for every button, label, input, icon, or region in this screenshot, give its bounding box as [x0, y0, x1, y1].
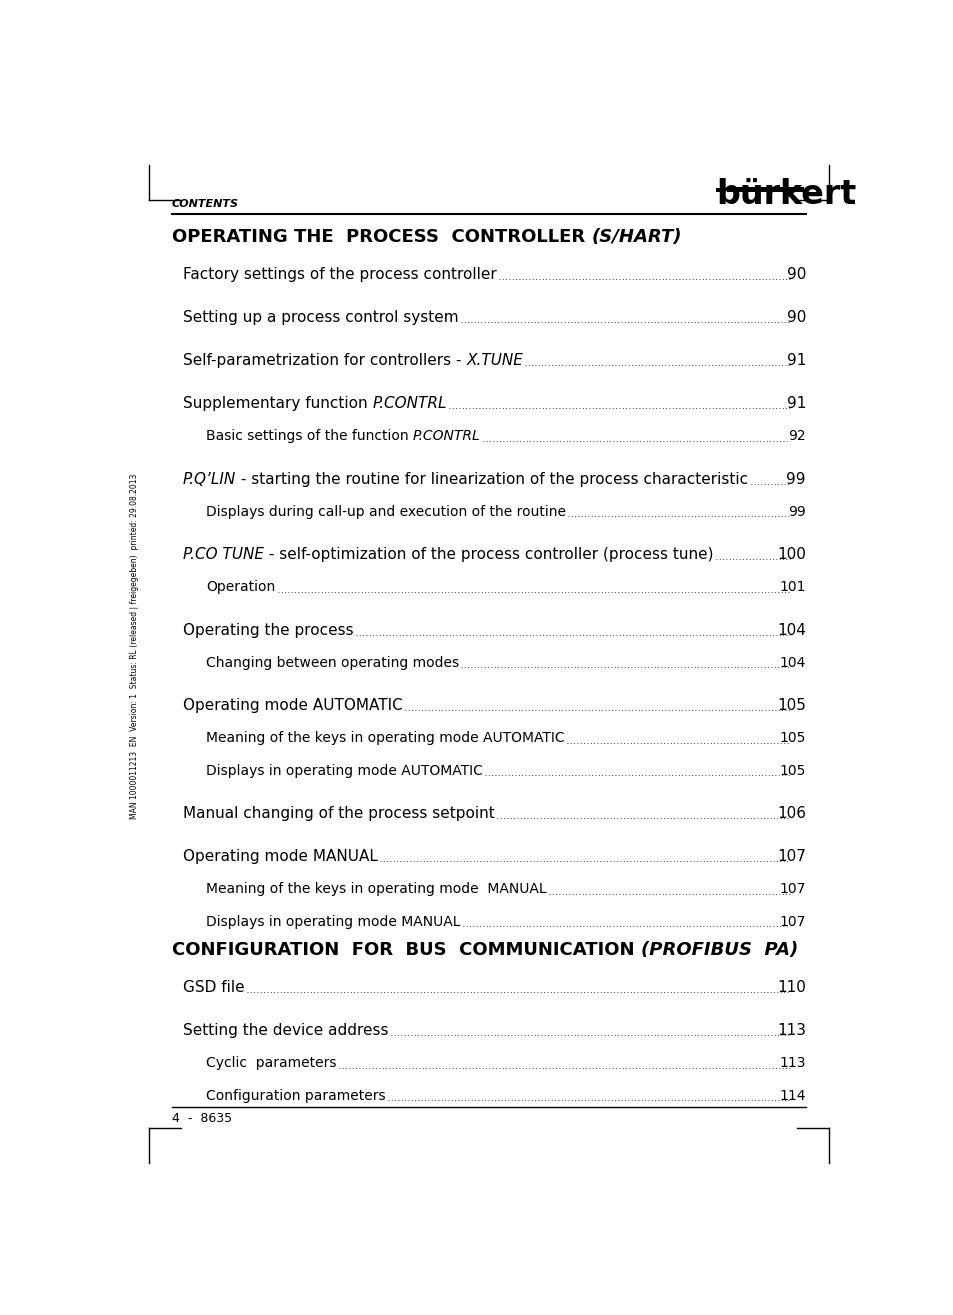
Text: Manual changing of the process setpoint: Manual changing of the process setpoint [183, 806, 494, 821]
Text: 113: 113 [779, 1056, 805, 1070]
Text: Changing between operating modes: Changing between operating modes [206, 656, 458, 669]
Text: X.TUNE: X.TUNE [466, 352, 522, 368]
Text: 91: 91 [785, 396, 805, 412]
Text: Operation: Operation [206, 580, 275, 594]
Text: Supplementary function: Supplementary function [183, 396, 372, 412]
Text: P.Q’LIN: P.Q’LIN [183, 472, 235, 487]
Text: 99: 99 [785, 472, 805, 487]
Text: 114: 114 [779, 1089, 805, 1102]
Text: Operating mode AUTOMATIC: Operating mode AUTOMATIC [183, 698, 402, 713]
Text: CONFIGURATION  FOR  BUS  COMMUNICATION: CONFIGURATION FOR BUS COMMUNICATION [172, 942, 640, 960]
Text: GSD file: GSD file [183, 980, 244, 994]
Text: - starting the routine for linearization of the process characteristic: - starting the routine for linearization… [235, 472, 747, 487]
Text: Operating the process: Operating the process [183, 622, 353, 638]
Text: 104: 104 [776, 622, 805, 638]
Text: (PROFIBUS  PA): (PROFIBUS PA) [640, 942, 797, 960]
Text: 110: 110 [776, 980, 805, 994]
Text: - self-optimization of the process controller (process tune): - self-optimization of the process contr… [264, 547, 713, 562]
Text: 99: 99 [787, 505, 805, 519]
Text: 113: 113 [776, 1023, 805, 1038]
Text: 90: 90 [785, 267, 805, 281]
Text: 92: 92 [787, 430, 805, 443]
Text: 107: 107 [779, 914, 805, 928]
Text: Setting up a process control system: Setting up a process control system [183, 310, 458, 325]
Bar [726, 187, 803, 192]
Bar [723, 188, 725, 192]
Text: 90: 90 [785, 310, 805, 325]
Text: Displays in operating mode MANUAL: Displays in operating mode MANUAL [206, 914, 460, 928]
Text: Setting the device address: Setting the device address [183, 1023, 388, 1038]
Text: 101: 101 [779, 580, 805, 594]
Text: 105: 105 [776, 698, 805, 713]
Text: P.CO TUNE: P.CO TUNE [183, 547, 264, 562]
Bar [716, 188, 721, 192]
Text: P.CONTRL: P.CONTRL [372, 396, 446, 412]
Text: P.CONTRL: P.CONTRL [413, 430, 480, 443]
Text: 105: 105 [779, 764, 805, 777]
Text: OPERATING THE  PROCESS  CONTROLLER: OPERATING THE PROCESS CONTROLLER [172, 229, 591, 246]
Text: MAN 1000011213  EN  Version: 1  Status: RL (released | freigegeben)  printed: 29: MAN 1000011213 EN Version: 1 Status: RL … [131, 475, 139, 819]
Text: Operating mode MANUAL: Operating mode MANUAL [183, 849, 377, 864]
Text: Displays during call-up and execution of the routine: Displays during call-up and execution of… [206, 505, 565, 519]
Text: 100: 100 [776, 547, 805, 562]
Text: Configuration parameters: Configuration parameters [206, 1089, 385, 1102]
Text: CONTENTS: CONTENTS [172, 200, 238, 209]
Text: 107: 107 [779, 882, 805, 897]
Text: Basic settings of the function: Basic settings of the function [206, 430, 413, 443]
Text: 105: 105 [779, 731, 805, 746]
Text: (S/HART): (S/HART) [591, 229, 681, 246]
Text: Displays in operating mode AUTOMATIC: Displays in operating mode AUTOMATIC [206, 764, 482, 777]
Text: Factory settings of the process controller: Factory settings of the process controll… [183, 267, 496, 281]
Text: Self-parametrization for controllers -: Self-parametrization for controllers - [183, 352, 466, 368]
Text: Cyclic  parameters: Cyclic parameters [206, 1056, 336, 1070]
Text: Meaning of the keys in operating mode AUTOMATIC: Meaning of the keys in operating mode AU… [206, 731, 564, 746]
Text: 4  -  8635: 4 - 8635 [172, 1111, 232, 1124]
Text: 91: 91 [785, 352, 805, 368]
Text: bürkert: bürkert [716, 178, 856, 210]
Text: Meaning of the keys in operating mode  MANUAL: Meaning of the keys in operating mode MA… [206, 882, 546, 897]
Text: 104: 104 [779, 656, 805, 669]
Text: 107: 107 [776, 849, 805, 864]
Text: 106: 106 [776, 806, 805, 821]
